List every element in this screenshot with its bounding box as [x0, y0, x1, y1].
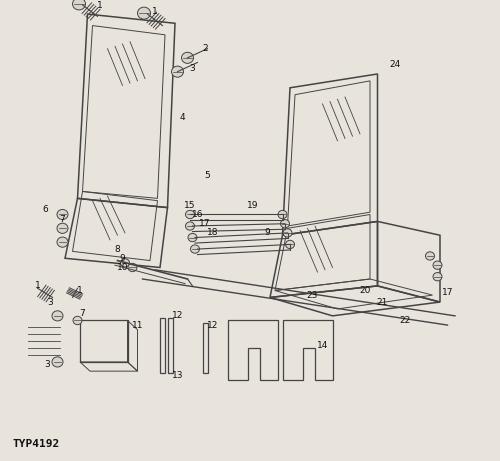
- Text: 2: 2: [202, 44, 208, 53]
- Circle shape: [72, 0, 86, 10]
- Circle shape: [433, 261, 442, 269]
- Text: 21: 21: [377, 297, 388, 307]
- Circle shape: [52, 311, 63, 321]
- Circle shape: [278, 210, 287, 219]
- Circle shape: [120, 259, 130, 267]
- Text: 15: 15: [184, 201, 196, 210]
- Circle shape: [426, 252, 434, 260]
- Circle shape: [433, 272, 442, 281]
- Text: 20: 20: [360, 286, 370, 295]
- Text: 3: 3: [190, 64, 196, 73]
- Text: 19: 19: [247, 201, 258, 210]
- Text: 7: 7: [80, 309, 86, 318]
- Circle shape: [188, 233, 197, 242]
- Text: 14: 14: [317, 341, 328, 350]
- Circle shape: [186, 210, 194, 219]
- Circle shape: [190, 245, 200, 253]
- Text: 6: 6: [42, 206, 48, 214]
- Text: 1: 1: [34, 281, 40, 290]
- Text: 1: 1: [97, 1, 103, 10]
- Text: 17: 17: [442, 288, 453, 297]
- Circle shape: [186, 222, 194, 230]
- Circle shape: [182, 52, 194, 63]
- Circle shape: [57, 237, 68, 247]
- Text: 12: 12: [207, 320, 218, 330]
- Circle shape: [73, 316, 82, 325]
- Text: 12: 12: [172, 311, 183, 320]
- Text: 13: 13: [172, 371, 183, 380]
- Circle shape: [172, 66, 183, 77]
- Text: 23: 23: [307, 290, 318, 300]
- Text: 5: 5: [204, 171, 210, 180]
- Circle shape: [52, 357, 63, 367]
- Circle shape: [138, 7, 150, 19]
- Circle shape: [286, 240, 294, 248]
- Text: 9: 9: [264, 228, 270, 237]
- Text: 17: 17: [199, 219, 211, 228]
- Text: 3: 3: [44, 360, 51, 369]
- Text: 16: 16: [192, 210, 203, 219]
- Text: 3: 3: [47, 297, 53, 307]
- Text: 4: 4: [180, 113, 186, 122]
- Text: 8: 8: [114, 244, 120, 254]
- Text: 18: 18: [207, 228, 218, 237]
- Text: 11: 11: [132, 320, 143, 330]
- Circle shape: [280, 219, 289, 228]
- Text: 22: 22: [400, 316, 410, 325]
- Circle shape: [57, 223, 68, 233]
- Text: TYP4192: TYP4192: [12, 439, 60, 449]
- Text: 24: 24: [390, 60, 400, 69]
- Text: 1: 1: [152, 7, 158, 16]
- Circle shape: [283, 229, 292, 237]
- Circle shape: [57, 209, 68, 219]
- Text: 1: 1: [77, 286, 83, 295]
- Text: 10: 10: [117, 263, 128, 272]
- Text: 7: 7: [60, 215, 66, 224]
- Text: 9: 9: [120, 254, 126, 263]
- Circle shape: [128, 263, 137, 272]
